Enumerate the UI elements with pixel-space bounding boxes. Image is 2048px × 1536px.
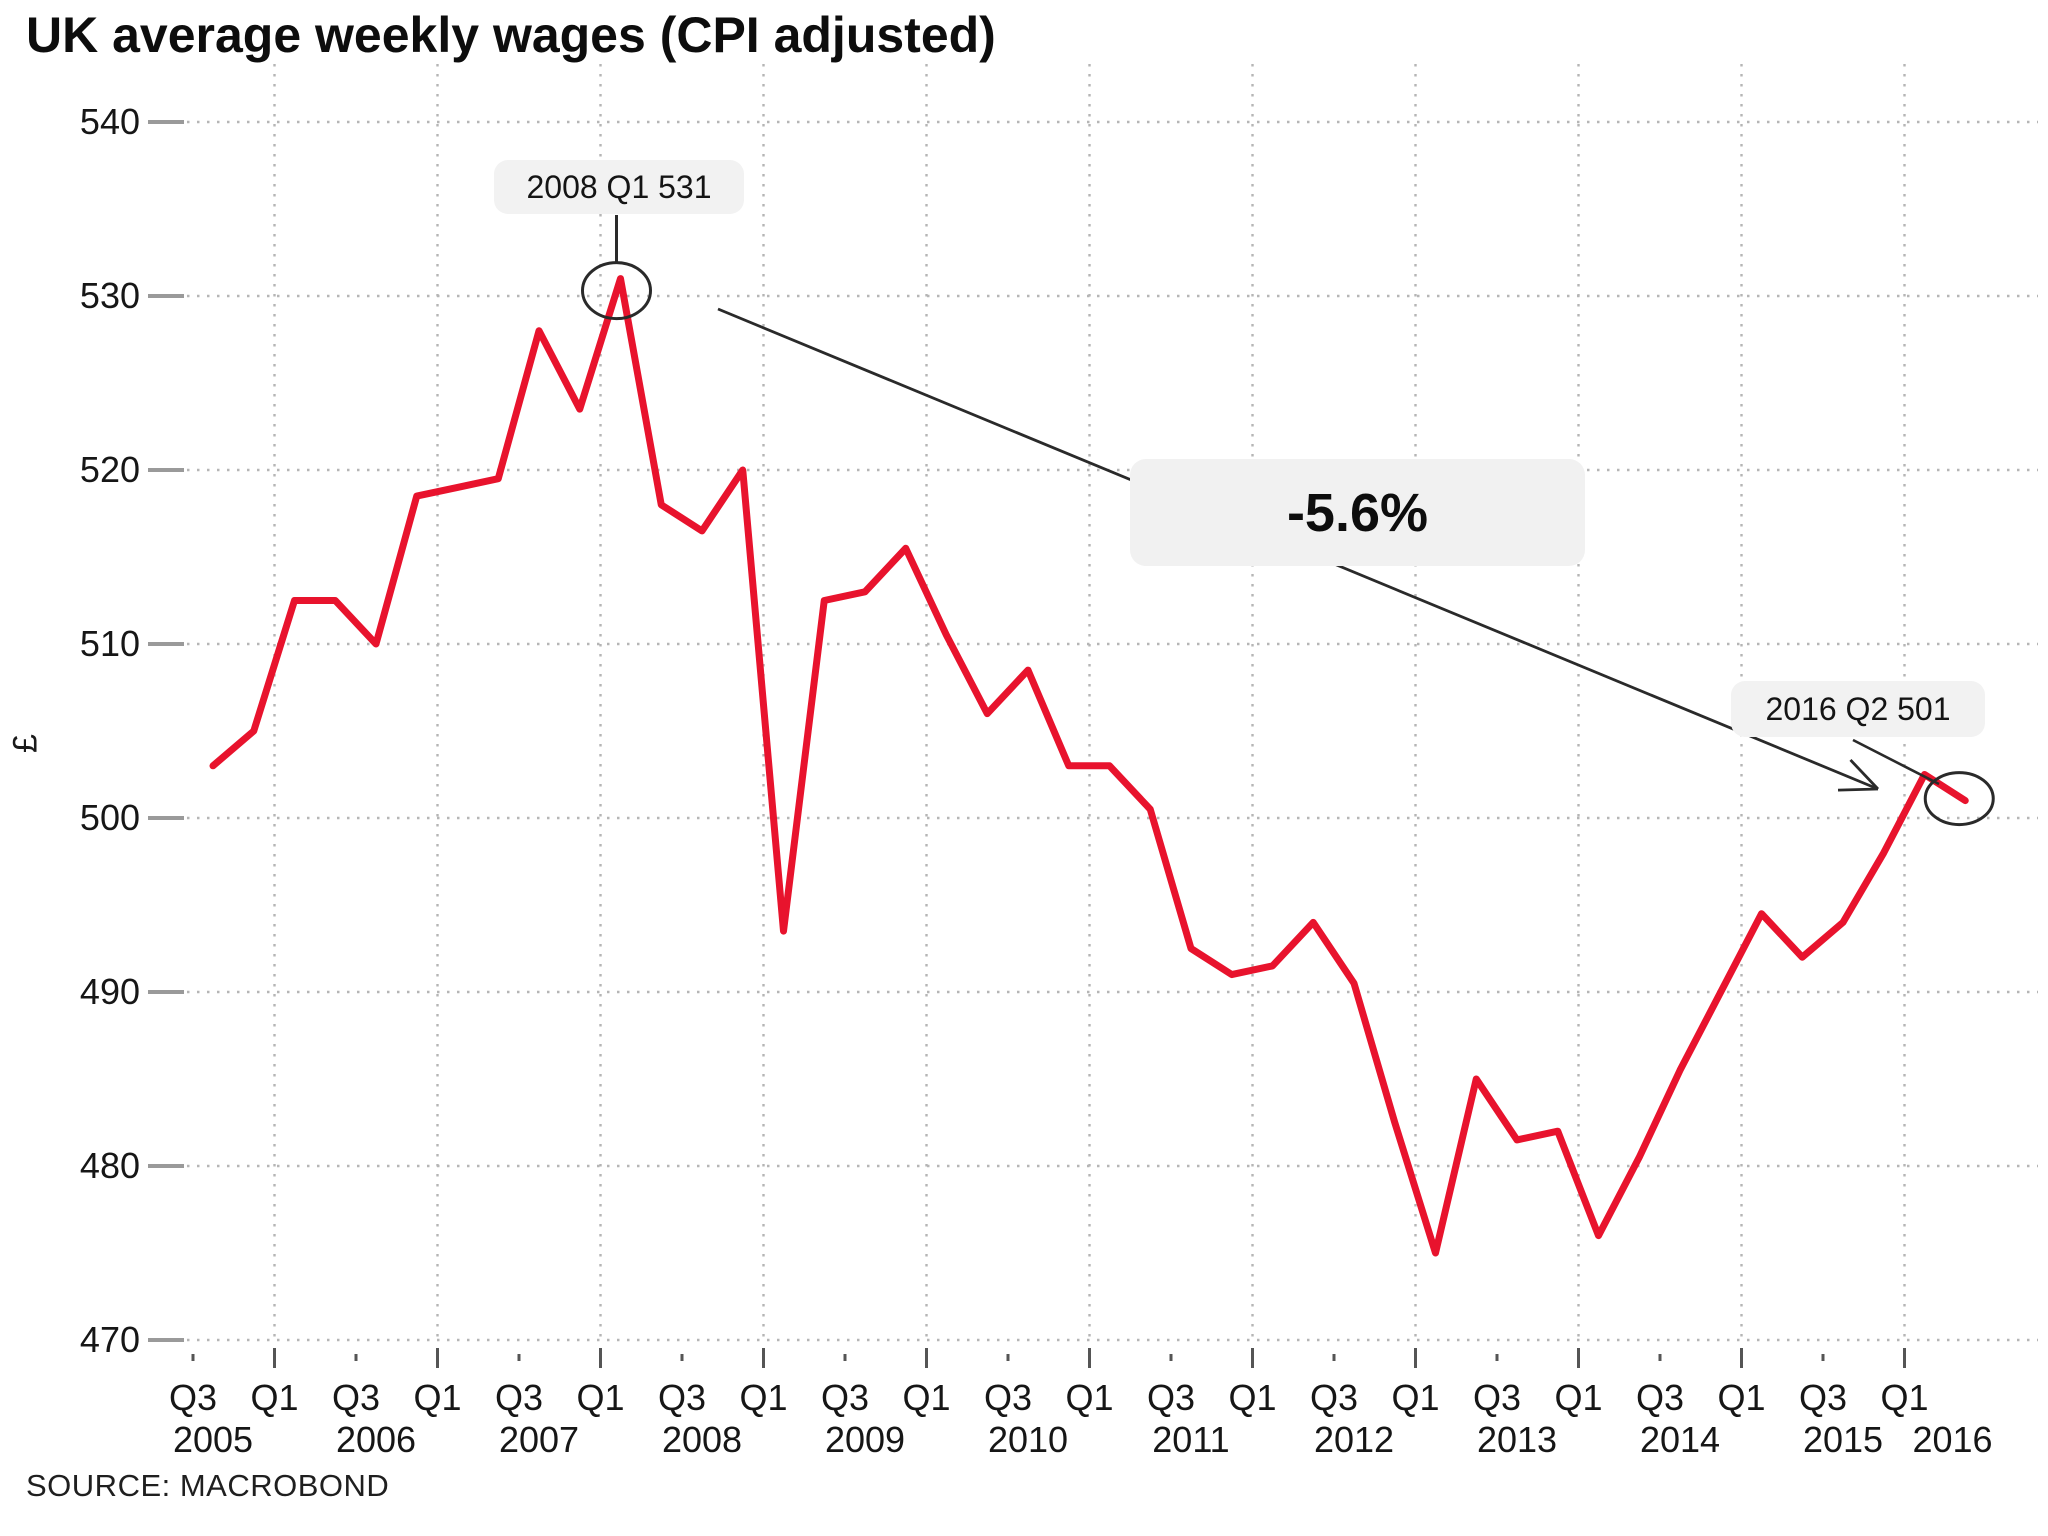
source-caption: SOURCE: MACROBOND [26,1468,390,1503]
x-year-label: 2012 [1314,1419,1394,1460]
peak-highlight-circle [581,261,652,321]
annotation-peak-label: 2008 Q1 531 [494,160,744,214]
x-tick-label: Q1 [250,1377,298,1418]
x-tick-label: Q1 [1228,1377,1276,1418]
x-tick-label: Q3 [1310,1377,1358,1418]
x-tick-label: Q1 [413,1377,461,1418]
x-tick-label: Q1 [1880,1377,1928,1418]
x-tick-label: Q1 [1065,1377,1113,1418]
annotation-change-label: -5.6% [1130,459,1585,566]
x-year-label: 2008 [662,1419,742,1460]
x-tick-label: Q1 [576,1377,624,1418]
x-year-label: 2005 [173,1419,253,1460]
decline-arrow-head [1837,787,1879,792]
x-tick-label: Q1 [902,1377,950,1418]
x-tick-label: Q1 [739,1377,787,1418]
x-tick-label: Q3 [169,1377,217,1418]
x-tick-label: Q3 [984,1377,1032,1418]
y-tick-label: 520 [80,449,140,490]
x-year-label: 2015 [1803,1419,1883,1460]
end-pointer-line [1852,738,1940,786]
x-tick-label: Q3 [1799,1377,1847,1418]
x-year-label: 2016 [1912,1419,1992,1460]
x-year-label: 2006 [336,1419,416,1460]
wage-series-line [209,275,1969,1257]
y-tick-label: 500 [80,797,140,838]
x-tick-label: Q3 [821,1377,869,1418]
x-tick-label: Q1 [1554,1377,1602,1418]
x-year-label: 2007 [499,1419,579,1460]
x-tick-label: Q1 [1391,1377,1439,1418]
y-tick-label: 480 [80,1145,140,1186]
y-tick-label: 490 [80,971,140,1012]
x-tick-label: Q3 [658,1377,706,1418]
x-tick-label: Q3 [1147,1377,1195,1418]
x-year-label: 2010 [988,1419,1068,1460]
x-tick-label: Q3 [332,1377,380,1418]
x-tick-label: Q3 [1636,1377,1684,1418]
y-tick-label: 510 [80,623,140,664]
chart-title: UK average weekly wages (CPI adjusted) [26,7,996,63]
annotation-end-label: 2016 Q2 501 [1731,681,1985,737]
x-year-label: 2011 [1152,1419,1229,1460]
x-tick-label: Q3 [495,1377,543,1418]
y-tick-label: 540 [80,101,140,142]
y-axis-unit-label: £ [6,734,45,753]
y-tick-label: 530 [80,275,140,316]
end-highlight-circle [1923,771,1995,827]
x-tick-label: Q3 [1473,1377,1521,1418]
x-year-label: 2014 [1640,1419,1720,1460]
x-tick-label: Q1 [1717,1377,1765,1418]
y-tick-label: 470 [80,1319,140,1360]
decline-arrow-head [1849,759,1880,790]
x-year-label: 2009 [825,1419,905,1460]
x-year-label: 2013 [1477,1419,1557,1460]
